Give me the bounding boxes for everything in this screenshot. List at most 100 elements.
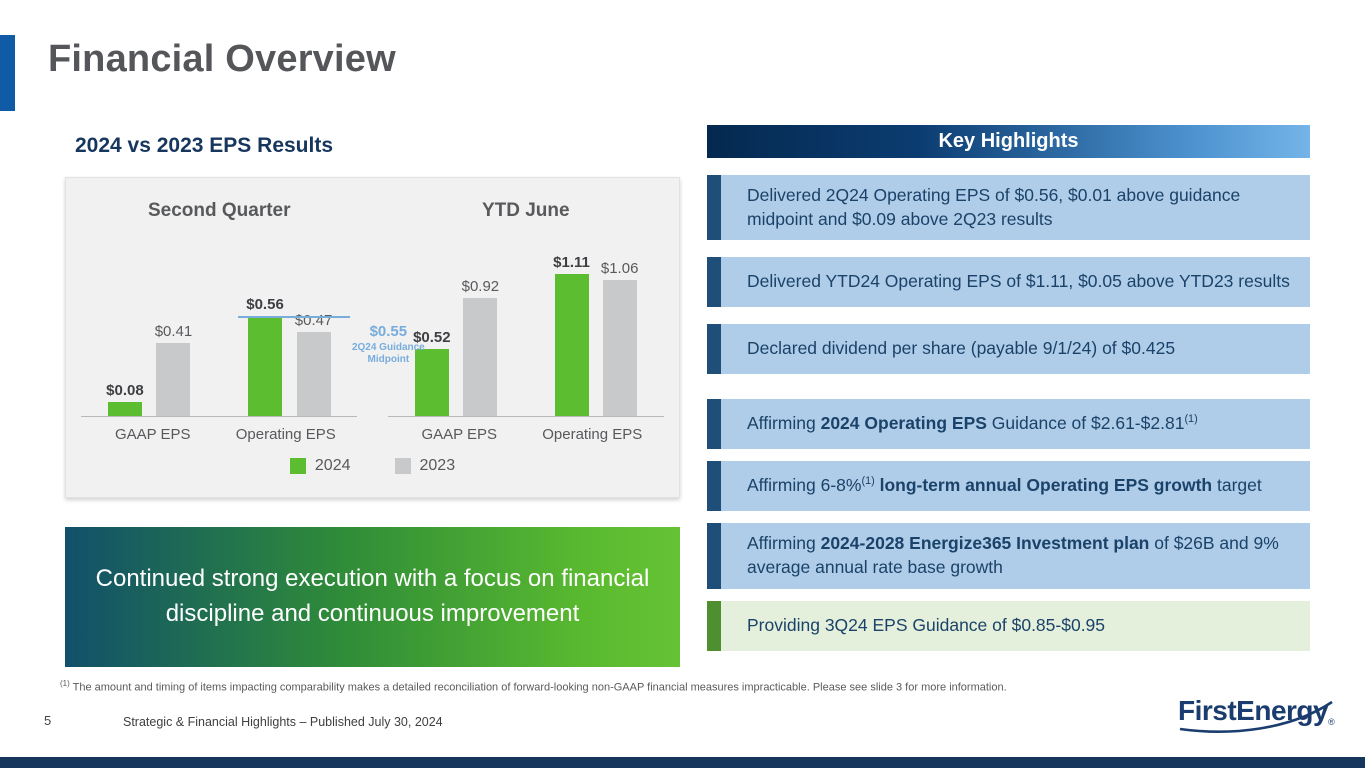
bar-value-label: $0.08 xyxy=(106,382,144,399)
highlight-item: Declared dividend per share (payable 9/1… xyxy=(707,324,1310,375)
highlight-accent-bar xyxy=(707,399,721,450)
text-segment: Affirming xyxy=(747,413,821,434)
text-segment: (1) xyxy=(1184,413,1198,426)
bar-2024 xyxy=(248,316,283,416)
guidance-annotation: $0.55 2Q24 Guidance Midpoint xyxy=(340,323,436,366)
highlight-text: Delivered 2Q24 Operating EPS of $0.56, $… xyxy=(721,175,1310,240)
bar-2023 xyxy=(463,298,498,416)
legend-swatch xyxy=(394,458,411,474)
firstenergy-logo: FirstEnergy® xyxy=(1178,695,1336,739)
highlight-accent-bar xyxy=(707,600,721,651)
text-segment: (1) xyxy=(861,475,875,488)
bar-column: $0.47 xyxy=(295,312,332,416)
registered-mark: ® xyxy=(1328,717,1335,727)
execution-banner: Continued strong execution with a focus … xyxy=(65,527,680,667)
highlight-item: Affirming 6-8%(1) long-term annual Opera… xyxy=(707,461,1310,512)
footnote: (1) The amount and timing of items impac… xyxy=(60,679,1300,694)
footer-text: Strategic & Financial Highlights – Publi… xyxy=(123,715,443,729)
chart-legend: 2024 2023 xyxy=(66,457,679,475)
chart-plot: $0.52 $0.92 $1.11 $1.06 xyxy=(413,236,638,416)
chart-axis: GAAP EPS Operating EPS xyxy=(81,416,358,443)
highlight-accent-bar xyxy=(707,324,721,375)
page-title: Financial Overview xyxy=(48,38,396,80)
bar-cluster: $0.08 $0.41 xyxy=(106,323,192,416)
logo-swoosh-icon xyxy=(1179,700,1333,733)
chart-group-title: Second Quarter xyxy=(147,200,291,221)
bar-column: $0.92 xyxy=(462,278,499,416)
text-segment: Affirming xyxy=(747,533,821,554)
title-accent-bar xyxy=(0,35,15,111)
chart-groups: Second Quarter $0.08 $0.41 $0.56 $0.47 $0.55 2… xyxy=(66,200,679,443)
highlight-text: Declared dividend per share (payable 9/1… xyxy=(721,328,1191,370)
bar-2024 xyxy=(414,349,449,416)
text-segment: target xyxy=(1212,475,1262,496)
highlight-item: Delivered 2Q24 Operating EPS of $0.56, $… xyxy=(707,175,1310,241)
bar-cluster: $1.11 $1.06 xyxy=(553,254,638,416)
text-segment: Guidance of $2.61-$2.81 xyxy=(986,413,1185,434)
chart-group-title: YTD June xyxy=(481,200,570,221)
key-highlights-header: Key Highlights xyxy=(707,125,1310,158)
text-segment: 2024-2028 Energize365 Investment plan xyxy=(820,533,1150,554)
firstenergy-logo-text: FirstEnergy xyxy=(1178,695,1329,726)
text-segment: 2024 Operating EPS xyxy=(820,413,987,434)
bar-cluster: $0.52 $0.92 xyxy=(413,278,499,416)
chart-title: 2024 vs 2023 EPS Results xyxy=(75,134,334,157)
bar-2024 xyxy=(107,402,142,416)
highlight-text: Providing 3Q24 EPS Guidance of $0.85-$0.… xyxy=(721,605,1121,647)
bar-value-label: $1.06 xyxy=(600,260,639,277)
bar-column: $0.56 xyxy=(246,296,284,416)
legend-label: 2024 xyxy=(314,457,351,474)
highlight-text: Delivered YTD24 Operating EPS of $1.11, … xyxy=(721,261,1306,303)
highlight-accent-bar xyxy=(707,523,721,589)
text-segment: Declared dividend per share (payable 9/1… xyxy=(747,338,1176,359)
highlight-item: Affirming 2024-2028 Energize365 Investme… xyxy=(707,523,1310,589)
category-label-text: Operating EPS xyxy=(542,426,643,443)
footnote-superscript: (1) xyxy=(60,679,70,688)
category-label: Operating EPS xyxy=(542,426,642,443)
chart-group: Second Quarter $0.08 $0.41 $0.56 $0.47 $0.55 2… xyxy=(66,200,425,443)
highlight-accent-bar xyxy=(707,257,721,308)
bar-column: $1.06 xyxy=(600,260,639,416)
category-label-text: Operating EPS xyxy=(235,426,336,443)
category-label: GAAP EPS xyxy=(420,426,499,443)
highlight-text: Affirming 6-8%(1) long-term annual Opera… xyxy=(721,465,1278,507)
chart-plot: $0.08 $0.41 $0.56 $0.47 $0.55 2Q24 Guidance M… xyxy=(106,236,425,416)
highlight-item: Delivered YTD24 Operating EPS of $1.11, … xyxy=(707,257,1310,308)
highlight-text: Affirming 2024 Operating EPS Guidance of… xyxy=(721,403,1214,445)
bar-2023 xyxy=(602,280,637,416)
highlight-accent-bar xyxy=(707,461,721,512)
chart-axis: GAAP EPS Operating EPS xyxy=(387,416,664,443)
highlight-accent-bar xyxy=(707,175,721,241)
legend-item: 2023 xyxy=(394,457,456,475)
highlight-item: Affirming 2024 Operating EPS Guidance of… xyxy=(707,399,1310,450)
text-segment: Delivered 2Q24 Operating EPS of $0.56, $… xyxy=(747,185,1241,229)
bar-value-label: $0.41 xyxy=(154,323,193,340)
bottom-edge-bar xyxy=(0,757,1365,768)
bar-cluster: $0.56 $0.47 $0.55 2Q24 Guidance Midpoint xyxy=(238,296,425,416)
key-highlights-list: Delivered 2Q24 Operating EPS of $0.56, $… xyxy=(707,175,1310,651)
footnote-text: The amount and timing of items impacting… xyxy=(69,681,1007,694)
bar-2024 xyxy=(554,274,589,416)
bar-value-label: $1.11 xyxy=(553,254,590,271)
guidance-value: $0.55 xyxy=(369,323,408,340)
guidance-sublabel: 2Q24 Guidance Midpoint xyxy=(351,342,425,365)
category-label-text: GAAP EPS xyxy=(421,426,498,443)
bar-value-label: $0.56 xyxy=(246,296,284,313)
guidance-midpoint-line xyxy=(238,316,351,318)
page-number: 5 xyxy=(44,713,52,728)
bar-column: $1.11 xyxy=(553,254,590,416)
legend-swatch xyxy=(289,458,306,474)
legend-item: 2024 xyxy=(289,457,351,475)
bar-2023 xyxy=(296,332,331,416)
bar-column: $0.52 xyxy=(413,329,451,416)
eps-chart-panel: Second Quarter $0.08 $0.41 $0.56 $0.47 $0.55 2… xyxy=(65,177,680,498)
category-label: Operating EPS xyxy=(236,426,336,443)
bar-2023 xyxy=(156,343,191,416)
text-segment: Delivered YTD24 Operating EPS of $1.11, … xyxy=(747,271,1290,292)
text-segment: Providing 3Q24 EPS Guidance of $0.85-$0.… xyxy=(747,614,1106,635)
highlight-item: Providing 3Q24 EPS Guidance of $0.85-$0.… xyxy=(707,600,1310,651)
bar-column: $0.41 xyxy=(154,323,193,416)
category-label: GAAP EPS xyxy=(113,426,192,443)
legend-label: 2023 xyxy=(419,457,456,474)
